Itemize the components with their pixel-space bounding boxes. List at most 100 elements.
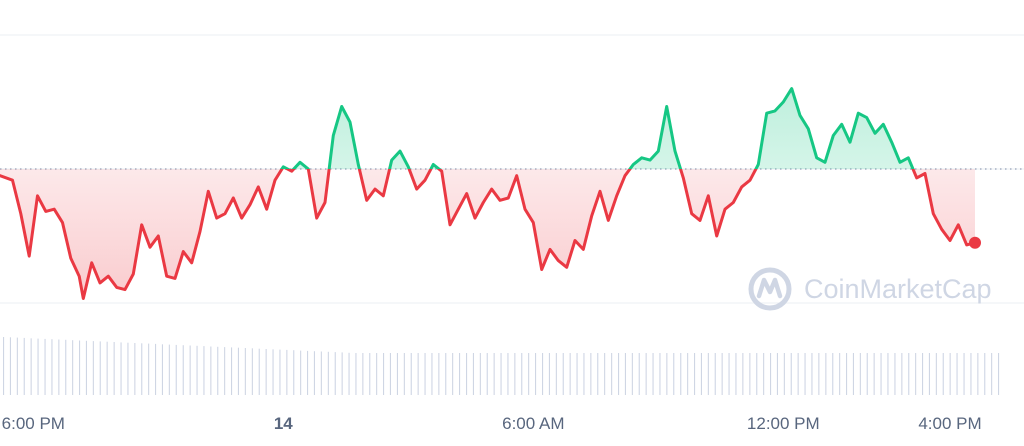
volume-bar: [631, 353, 633, 395]
x-tick-label: 6:00 AM: [502, 414, 564, 433]
volume-bar: [300, 350, 302, 395]
area-below-baseline: [0, 169, 975, 299]
volume-bar: [410, 353, 412, 395]
volume-bar: [521, 353, 523, 395]
volume-bar: [65, 339, 67, 395]
volume-bar: [16, 337, 18, 395]
volume-bar: [694, 353, 696, 395]
volume-bar: [37, 338, 39, 395]
volume-bar: [237, 347, 239, 395]
volume-bar: [783, 353, 785, 395]
volume-bar: [224, 347, 226, 395]
volume-bar: [279, 349, 281, 395]
volume-bar: [977, 353, 979, 395]
volume-bar: [85, 340, 87, 395]
volume-bar: [832, 353, 834, 395]
volume-bar: [231, 347, 233, 395]
volume-bar: [72, 340, 74, 395]
volume-bar: [293, 350, 295, 395]
volume-bar: [265, 349, 267, 395]
volume-bar: [756, 353, 758, 395]
volume-bar: [542, 353, 544, 395]
volume-bar: [583, 353, 585, 395]
volume-bar: [313, 351, 315, 395]
volume-bar: [389, 353, 391, 395]
volume-bar: [51, 339, 53, 395]
volume-bar: [763, 353, 765, 395]
volume-bar: [673, 353, 675, 395]
volume-bar: [604, 353, 606, 395]
volume-bar: [79, 340, 81, 395]
volume-bar: [493, 353, 495, 395]
volume-bar: [562, 353, 564, 395]
volume-bar: [23, 337, 25, 395]
volume-bar: [141, 343, 143, 395]
volume-bar: [127, 342, 129, 395]
volume-bar: [797, 353, 799, 395]
volume-bar: [92, 341, 94, 395]
volume-bars: [3, 337, 1000, 395]
volume-bar: [514, 353, 516, 395]
volume-bar: [307, 350, 309, 395]
volume-bar: [431, 353, 433, 395]
volume-bar: [459, 353, 461, 395]
volume-bar: [500, 353, 502, 395]
volume-bar: [714, 353, 716, 395]
volume-bar: [417, 353, 419, 395]
volume-bar: [472, 353, 474, 395]
volume-bar: [272, 349, 274, 395]
volume-bar: [749, 353, 751, 395]
coinmarketcap-logo-icon: [748, 267, 792, 311]
volume-bar: [120, 342, 122, 395]
volume-bar: [804, 353, 806, 395]
x-axis-ticks: 6:00 PM 14 6:00 AM 12:00 PM 4:00 PM: [2, 414, 982, 433]
volume-bar: [168, 344, 170, 395]
x-tick-label: 6:00 PM: [2, 414, 65, 433]
volume-bar: [196, 345, 198, 395]
volume-bar: [161, 344, 163, 395]
volume-bar: [334, 352, 336, 395]
volume-bar: [998, 353, 1000, 395]
watermark-text: CoinMarketCap: [804, 274, 992, 304]
volume-bar: [963, 353, 965, 395]
volume-bar: [535, 353, 537, 395]
volume-bar: [922, 353, 924, 395]
volume-bar: [203, 346, 205, 395]
volume-bar: [355, 353, 357, 395]
volume-bar: [652, 353, 654, 395]
volume-bar: [984, 353, 986, 395]
volume-bar: [590, 353, 592, 395]
x-tick-label: 14: [274, 414, 293, 433]
volume-bar: [258, 348, 260, 395]
area-above-baseline: [0, 88, 975, 169]
volume-bar: [859, 353, 861, 395]
volume-bar: [348, 352, 350, 395]
volume-bar: [991, 353, 993, 395]
volume-bar: [528, 353, 530, 395]
volume-bar: [438, 353, 440, 395]
volume-bar: [182, 345, 184, 395]
volume-bar: [707, 353, 709, 395]
volume-bar: [286, 349, 288, 395]
volume-bar: [680, 353, 682, 395]
volume-bar: [949, 353, 951, 395]
price-line-above: [280, 87, 915, 169]
volume-bar: [134, 343, 136, 395]
volume-bar: [700, 353, 702, 395]
price-area: [0, 88, 975, 299]
volume-bar: [908, 353, 910, 395]
volume-bar: [362, 353, 364, 395]
volume-bar: [866, 353, 868, 395]
volume-bar: [369, 353, 371, 395]
volume-bar: [44, 338, 46, 395]
volume-bar: [880, 353, 882, 395]
volume-bar: [624, 353, 626, 395]
volume-bar: [721, 353, 723, 395]
volume-bar: [403, 353, 405, 395]
volume-bar: [58, 339, 60, 395]
volume-bar: [9, 337, 11, 395]
volume-bar: [942, 353, 944, 395]
volume-bar: [873, 353, 875, 395]
volume-bar: [175, 344, 177, 395]
